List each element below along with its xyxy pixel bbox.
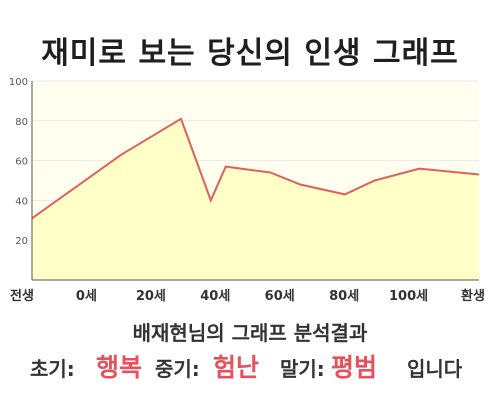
life-line — [31, 117, 480, 220]
area-fill — [32, 118, 479, 280]
early-label: 초기: — [30, 357, 75, 381]
result-subtitle: 배재현님의 그래프 분석결과 — [132, 321, 368, 345]
x-tick-label: 0세 — [76, 289, 97, 304]
y-axis-ticks: 20 40 60 80 100 — [9, 77, 28, 247]
x-tick-label: 80세 — [329, 289, 359, 304]
result-summary: 초기: 행복 중기: 험난 말기: 평범 입니다 — [0, 344, 500, 384]
y-tick-label: 40 — [15, 196, 28, 207]
mid-value: 험난 — [213, 353, 260, 382]
late-value: 평범 — [331, 353, 378, 382]
y-tick-label: 60 — [15, 157, 28, 168]
x-tick-label: 40세 — [200, 289, 230, 304]
x-tick-label: 환생 — [461, 288, 485, 304]
y-tick-label: 80 — [15, 117, 28, 128]
x-tick-label: 20세 — [136, 289, 166, 304]
x-axis-ticks: 전생 0세 20세 40세 60세 80세 100세 환생 — [10, 288, 485, 304]
page-title: 재미로 보는 당신의 인생 그래프 — [41, 36, 459, 71]
early-value: 행복 — [96, 353, 143, 382]
mid-label: 중기: — [155, 357, 200, 381]
y-tick-label: 20 — [15, 236, 28, 247]
late-label: 말기: — [280, 357, 325, 381]
x-tick-label: 60세 — [265, 289, 295, 304]
y-tick-label: 100 — [9, 77, 28, 88]
x-tick-label: 100세 — [389, 289, 428, 304]
ending-text: 입니다 — [407, 357, 463, 381]
x-tick-label: 전생 — [10, 288, 34, 304]
